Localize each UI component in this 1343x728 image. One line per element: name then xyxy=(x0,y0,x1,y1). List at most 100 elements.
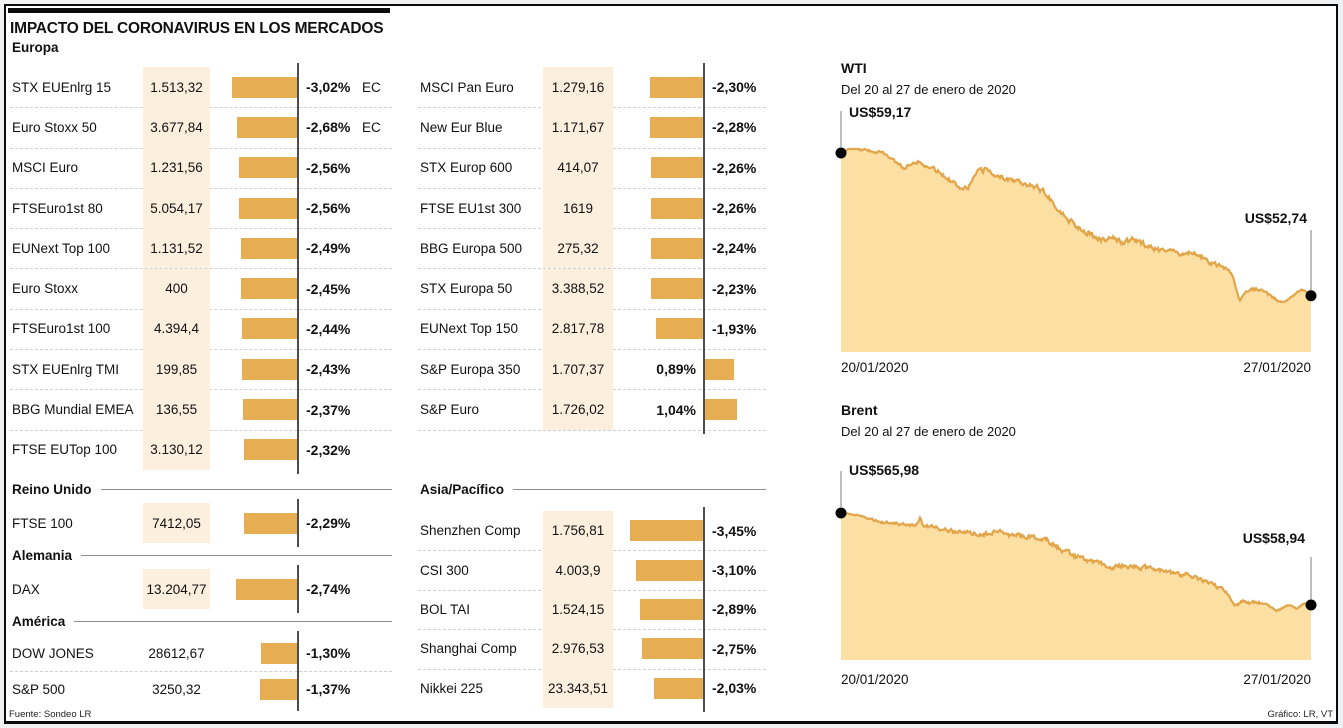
change-bar xyxy=(241,358,297,380)
baseline-axis xyxy=(297,63,299,474)
wti-chart-title: WTI xyxy=(841,60,867,76)
index-row: DOW JONES 28612,67 -1,30% xyxy=(10,635,392,672)
index-row: FTSEuro1st 80 5.054,17 -2,56% xyxy=(10,187,392,230)
index-value: 1.756,81 xyxy=(543,511,613,551)
index-value: 3.677,84 xyxy=(143,107,210,148)
index-value: 1.131,52 xyxy=(143,228,210,269)
index-name: Euro Stoxx xyxy=(12,281,79,297)
change-bar xyxy=(642,638,703,660)
index-row: S&P Euro 1.726,02 1,04% xyxy=(418,389,766,431)
change-bar xyxy=(651,278,703,300)
index-value: 1.231,56 xyxy=(143,147,210,188)
section-header-rule xyxy=(81,554,392,557)
index-row: Shenzhen Comp 1.756,81 -3,45% xyxy=(418,511,766,552)
wti-end-price-label: US$52,74 xyxy=(1244,210,1307,226)
index-change: -2,03% xyxy=(712,680,757,697)
index-value: 199,85 xyxy=(143,349,210,390)
wti-area-fill xyxy=(841,149,1311,352)
index-row: New Eur Blue 1.171,67 -2,28% xyxy=(418,107,766,149)
source-note: Fuente: Sondeo LR xyxy=(9,709,92,720)
index-name: New Eur Blue xyxy=(420,119,503,135)
wti-price-line xyxy=(840,147,1312,304)
ec-tag: EC xyxy=(362,79,381,95)
section-header-label: Asia/Pacífico xyxy=(420,482,505,497)
index-row: Shanghai Comp 2.976,53 -2,75% xyxy=(418,629,766,670)
change-bar xyxy=(239,157,297,179)
index-change: -2,75% xyxy=(712,640,757,657)
change-bar xyxy=(636,559,703,581)
section-header-label: Reino Unido xyxy=(12,482,92,497)
index-row: STX EUEnlrg 15 1.513,32 -3,02% EC xyxy=(10,67,392,109)
index-change: -2,44% xyxy=(306,320,351,337)
brent-chart-subtitle: Del 20 al 27 de enero de 2020 xyxy=(841,424,1016,439)
wti-date-start: 20/01/2020 xyxy=(841,360,909,375)
index-row: Nikkei 225 23.343,51 -2,03% xyxy=(418,668,766,708)
index-row: STX Europ 600 414,07 -2,26% xyxy=(418,147,766,189)
index-change: -2,30% xyxy=(712,79,757,96)
section-header: Asia/Pacífico xyxy=(420,482,766,497)
index-change: -3,10% xyxy=(712,562,757,579)
index-row: FTSE EU1st 300 1619 -2,26% xyxy=(418,187,766,230)
index-name: S&P 500 xyxy=(12,681,66,697)
index-row: EUNext Top 100 1.131,52 -2,49% xyxy=(10,228,392,270)
index-change: -1,30% xyxy=(306,645,351,661)
index-value: 414,07 xyxy=(543,147,613,188)
change-bar xyxy=(650,197,703,219)
index-change: 1,04% xyxy=(656,401,696,418)
index-value: 1619 xyxy=(543,187,613,229)
change-bar xyxy=(242,399,297,421)
index-name: S&P Euro xyxy=(420,402,480,418)
change-bar xyxy=(244,512,297,534)
index-value: 3.130,12 xyxy=(143,429,210,470)
index-change: -2,68% xyxy=(306,119,351,136)
section-header-label: Europa xyxy=(12,40,59,55)
index-value: 3250,32 xyxy=(152,681,201,697)
change-bar xyxy=(237,116,297,138)
section-header-label: Alemania xyxy=(12,548,73,563)
section-rows: DAX 13.204,77 -2,74% xyxy=(10,565,392,613)
brent-end-price-label: US$58,94 xyxy=(1242,530,1305,546)
index-change: -2,49% xyxy=(306,240,351,257)
index-name: FTSEuro1st 80 xyxy=(12,200,103,216)
change-bar xyxy=(239,197,297,219)
index-row: FTSEuro1st 100 4.394,4 -2,44% xyxy=(10,308,392,351)
index-row: EUNext Top 150 2.817,78 -1,93% xyxy=(418,308,766,351)
index-name: FTSE 100 xyxy=(12,515,73,531)
index-row: BBG Europa 500 275,32 -2,24% xyxy=(418,228,766,270)
index-row: FTSE EUTop 100 3.130,12 -2,32% xyxy=(10,429,392,470)
section-header: América xyxy=(12,614,392,629)
section-header-rule xyxy=(74,620,392,623)
index-name: BOL TAI xyxy=(420,601,471,617)
change-bar xyxy=(231,76,297,98)
index-name: MSCI Pan Euro xyxy=(420,79,514,95)
section-rows: MSCI Pan Euro 1.279,16 -2,30% New Eur Blue 1… xyxy=(418,63,766,434)
wti-date-end: 27/01/2020 xyxy=(1243,360,1311,375)
wti-area-chart xyxy=(835,111,1317,352)
index-value: 1.524,15 xyxy=(543,589,613,630)
change-bar xyxy=(630,520,703,542)
index-change: -2,37% xyxy=(306,401,351,418)
brent-area-chart xyxy=(835,471,1317,660)
column-middle: MSCI Pan Euro 1.279,16 -2,30% New Eur Blue 1… xyxy=(418,6,766,721)
index-row: Euro Stoxx 400 -2,45% xyxy=(10,268,392,310)
index-value: 2.817,78 xyxy=(543,308,613,350)
index-row: MSCI Euro 1.231,56 -2,56% xyxy=(10,147,392,189)
change-bar xyxy=(240,237,297,259)
brent-date-start: 20/01/2020 xyxy=(841,672,909,687)
wti-start-price-label: US$59,17 xyxy=(849,104,912,120)
index-value: 5.054,17 xyxy=(143,187,210,229)
index-value: 23.343,51 xyxy=(543,668,613,708)
section-header: Europa xyxy=(12,40,392,55)
index-row: BBG Mundial EMEA 136,55 -2,37% xyxy=(10,389,392,431)
index-change: -2,28% xyxy=(712,119,757,136)
change-bar xyxy=(241,318,297,340)
brent-start-price-label: US$565,98 xyxy=(849,462,920,478)
brent-chart-title: Brent xyxy=(841,402,878,418)
index-value: 1.171,67 xyxy=(543,107,613,148)
index-change: -2,32% xyxy=(306,441,351,458)
index-row: FTSE 100 7412,05 -2,29% xyxy=(10,503,392,543)
brent-date-end: 27/01/2020 xyxy=(1243,672,1311,687)
wti-start-dot xyxy=(835,147,847,159)
brent-end-dot xyxy=(1305,599,1317,611)
